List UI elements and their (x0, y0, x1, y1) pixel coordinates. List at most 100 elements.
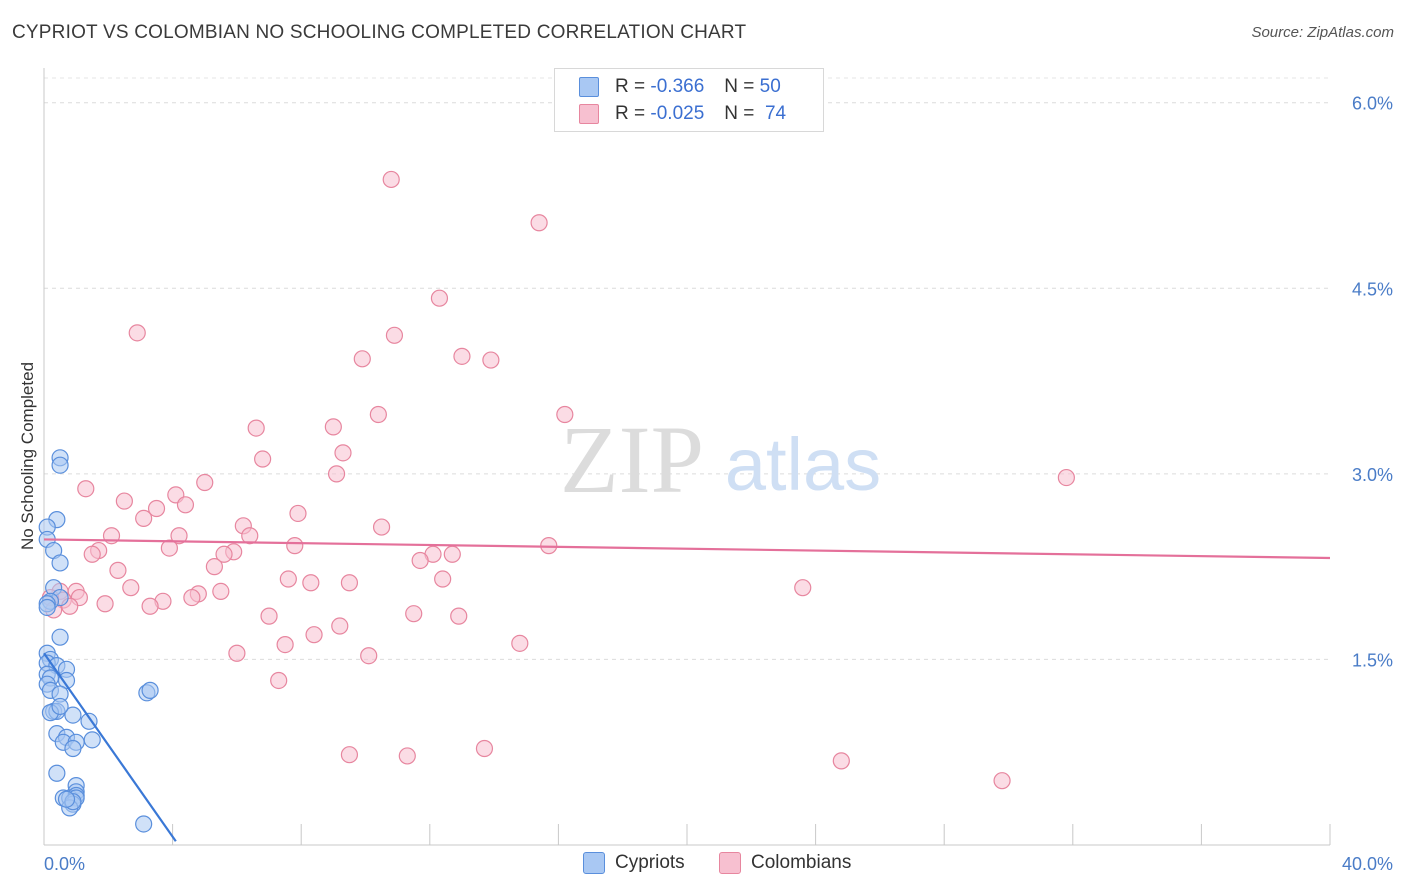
cypriot-point (80, 712, 98, 730)
colombian-point (382, 170, 400, 189)
colombian-point (369, 405, 387, 424)
colombian-point (260, 607, 278, 625)
legend-r-value: -0.366 (650, 76, 705, 97)
watermark-atlas: atlas (725, 423, 881, 506)
colombian-point (556, 405, 574, 424)
cypriot-point (51, 628, 69, 646)
colombian-point (254, 450, 272, 468)
series-legend: Cypriots Colombians (0, 852, 1406, 878)
legend-r-label: R = (615, 76, 646, 97)
colombian-point (228, 644, 246, 662)
colombian-point (241, 527, 259, 545)
colombian-point (176, 496, 195, 514)
colombian-point (385, 326, 404, 344)
colombian-point (96, 595, 114, 613)
cypriots-trend-line (43, 652, 177, 842)
x-tick-label: 0.0% (44, 854, 85, 874)
legend-n-label: N = (724, 76, 755, 97)
chart-title: CYPRIOT VS COLOMBIAN NO SCHOOLING COMPLE… (12, 22, 747, 43)
colombian-point (141, 597, 159, 615)
colombian-point (434, 570, 452, 588)
colombian-point (170, 527, 188, 545)
cypriots-label: Cypriots (615, 852, 685, 873)
watermark: ZIP atlas (560, 406, 881, 513)
cypriot-point (83, 731, 101, 749)
colombian-point (247, 419, 265, 437)
legend-swatch-pink (579, 104, 599, 124)
cypriot-point (135, 815, 153, 833)
colombian-point (327, 465, 346, 483)
legend-row-colombians: R = -0.025 N = 74 (579, 102, 786, 126)
trend-lines (43, 538, 1331, 842)
colombian-point (289, 504, 307, 523)
colombian-point (372, 518, 391, 536)
colombian-point (443, 545, 461, 563)
colombian-point (794, 579, 812, 597)
cypriot-point (57, 790, 76, 808)
x-tick-labels: 0.0% 40.0% (44, 854, 1393, 874)
colombians-trend-line (43, 538, 1331, 560)
colombian-point (109, 561, 127, 579)
colombian-point (430, 289, 449, 307)
colombian-point (205, 558, 223, 576)
colombian-point (334, 444, 352, 462)
cypriot-point (38, 598, 56, 617)
y-axis-label: No Schooling Completed (18, 361, 37, 551)
colombian-point (279, 570, 297, 588)
colombians-points (41, 170, 1075, 790)
colombians-swatch (719, 852, 741, 874)
colombian-point (411, 551, 429, 570)
colombian-point (122, 579, 140, 597)
colombian-point (482, 351, 500, 369)
y-tick-label: 1.5% (1352, 650, 1393, 670)
y-tick-label: 3.0% (1352, 465, 1393, 485)
legend-row-cypriots: R = -0.366 N = 50 (579, 75, 781, 99)
y-tick-label: 4.5% (1352, 279, 1393, 299)
colombian-point (1057, 468, 1075, 487)
cypriot-point (48, 764, 66, 782)
colombian-point (450, 607, 468, 625)
legend-r-value: -0.025 (650, 103, 705, 124)
cypriot-point (51, 456, 69, 474)
legend-r-label: R = (615, 103, 646, 124)
colombian-point (324, 418, 342, 436)
cypriots-points (38, 449, 159, 833)
y-tick-labels: 1.5% 3.0% 4.5% 6.0% (1352, 94, 1393, 671)
colombian-point (135, 509, 153, 528)
colombian-point (128, 324, 146, 342)
source-label: Source: ZipAtlas.com (1251, 24, 1394, 41)
y-tick-label: 6.0% (1352, 94, 1393, 114)
gridlines (44, 77, 1330, 660)
colombian-point (305, 626, 323, 644)
colombian-point (77, 480, 95, 498)
cypriot-point (64, 739, 82, 758)
legend-swatch-blue (579, 77, 599, 97)
colombian-point (115, 492, 133, 510)
colombian-point (83, 545, 101, 563)
watermark-zip: ZIP (560, 406, 704, 513)
colombian-point (183, 588, 201, 607)
legend-n-value: 50 (759, 76, 781, 97)
legend-item-cypriots[interactable]: Cypriots (583, 852, 685, 874)
x-tick-label: 40.0% (1342, 854, 1393, 874)
colombian-point (453, 347, 471, 365)
colombian-point (993, 772, 1011, 790)
colombian-point (196, 473, 214, 492)
colombian-point (340, 746, 359, 764)
stats-legend: R = -0.366 N = 50 R = -0.025 N = 74 (554, 68, 824, 132)
colombians-label: Colombians (751, 852, 852, 873)
legend-item-colombians[interactable]: Colombians (719, 852, 851, 874)
colombian-point (212, 582, 230, 600)
cypriots-swatch (583, 852, 605, 874)
legend-n-value: 74 (764, 103, 787, 124)
colombian-point (286, 537, 304, 555)
legend-n-label: N = (724, 103, 755, 124)
colombian-point (302, 574, 320, 592)
colombian-point (398, 747, 416, 765)
colombian-point (215, 545, 233, 563)
colombian-point (353, 350, 371, 368)
cypriot-point (51, 554, 69, 572)
cypriot-point (51, 697, 69, 716)
colombian-point (832, 752, 850, 770)
